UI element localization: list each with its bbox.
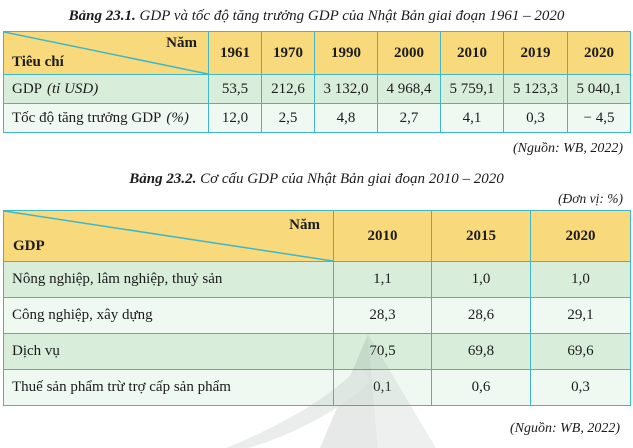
- table1-corner-cell: Năm Tiêu chí: [3, 31, 209, 75]
- table2-title-text: Cơ cấu GDP của Nhật Bản giai đoạn 2010 –…: [196, 171, 504, 187]
- row-label: Thuế sản phẩm trừ trợ cấp sản phẩm: [3, 369, 334, 406]
- table2-row-industry: Công nghiệp, xây dựng 28,3 28,6 29,1: [3, 297, 631, 334]
- diagonal-divider-line: [4, 211, 333, 261]
- cell-value: 212,6: [261, 74, 315, 104]
- cell-value: 2,5: [261, 103, 315, 133]
- table1-header-row: Năm Tiêu chí 1961 1970 1990 2000 2010 20…: [3, 31, 631, 75]
- cell-value: 5 123,3: [503, 74, 568, 104]
- cell-value: − 4,5: [567, 103, 631, 133]
- cell-value: 4,8: [314, 103, 378, 133]
- table2-year-header: 2010: [333, 210, 432, 262]
- cell-value: 4 968,4: [377, 74, 441, 104]
- cell-value: 1,0: [530, 261, 631, 298]
- cell-value: 1,0: [431, 261, 531, 298]
- cell-value: 0,3: [530, 369, 631, 406]
- table1-year-header: 2010: [440, 31, 504, 75]
- table1-title-text: GDP và tốc độ tăng trưởng GDP của Nhật B…: [135, 8, 565, 24]
- cell-value: 28,3: [333, 297, 432, 334]
- cell-value: 3 132,0: [314, 74, 378, 104]
- cell-value: 0,6: [431, 369, 531, 406]
- table2-row-taxes: Thuế sản phẩm trừ trợ cấp sản phẩm 0,1 0…: [3, 369, 631, 406]
- row-label-unit: (tỉ USD): [47, 80, 99, 97]
- corner-label-gdp: GDP: [13, 238, 45, 254]
- table1-year-header: 2019: [503, 31, 568, 75]
- table1-year-header: 1990: [314, 31, 378, 75]
- corner-label-year: Năm: [166, 35, 197, 51]
- corner-label-year: Năm: [289, 217, 320, 233]
- table1-title: Bảng 23.1. GDP và tốc độ tăng trưởng GDP…: [0, 0, 633, 26]
- row-label: Nông nghiệp, lâm nghiệp, thuỷ sản: [3, 261, 334, 298]
- cell-value: 4,1: [440, 103, 504, 133]
- cell-value: 70,5: [333, 333, 432, 370]
- cell-value: 28,6: [431, 297, 531, 334]
- cell-value: 5 759,1: [440, 74, 504, 104]
- table2-corner-cell: Năm GDP: [3, 210, 334, 262]
- table1-source: (Nguồn: WB, 2022): [512, 141, 623, 156]
- table1-year-header: 1970: [261, 31, 315, 75]
- cell-value: 0,3: [503, 103, 568, 133]
- table1-title-number: Bảng 23.1.: [68, 8, 136, 24]
- row-label: GDP (tỉ USD): [3, 74, 209, 104]
- row-label: Công nghiệp, xây dựng: [3, 297, 334, 334]
- table1-year-header: 2020: [567, 31, 631, 75]
- table2-title: Bảng 23.2. Cơ cấu GDP của Nhật Bản giai …: [0, 169, 633, 189]
- table2-unit-note: (Đơn vị: %): [558, 191, 623, 206]
- table1-year-header: 1961: [208, 31, 262, 75]
- cell-value: 53,5: [208, 74, 262, 104]
- corner-label-criteria: Tiêu chí: [12, 54, 64, 70]
- table1-row-gdp: GDP (tỉ USD) 53,5 212,6 3 132,0 4 968,4 5…: [3, 74, 631, 104]
- cell-value: 2,7: [377, 103, 441, 133]
- table1-year-header: 2000: [377, 31, 441, 75]
- cell-value: 5 040,1: [567, 74, 631, 104]
- cell-value: 0,1: [333, 369, 432, 406]
- table2-year-header: 2020: [530, 210, 631, 262]
- table-gdp-and-growth: Năm Tiêu chí 1961 1970 1990 2000 2010 20…: [3, 31, 631, 133]
- cell-value: 1,1: [333, 261, 432, 298]
- table-gdp-structure: Năm GDP 2010 2015 2020 Nông nghiệp, lâm …: [3, 210, 631, 406]
- row-label: Dịch vụ: [3, 333, 334, 370]
- table1-row-growth-rate: Tốc độ tăng trưởng GDP (%) 12,0 2,5 4,8 2…: [3, 103, 631, 133]
- table2-header-row: Năm GDP 2010 2015 2020: [3, 210, 631, 262]
- row-label: Tốc độ tăng trưởng GDP (%): [3, 103, 209, 133]
- table2-row-agriculture: Nông nghiệp, lâm nghiệp, thuỷ sản 1,1 1,…: [3, 261, 631, 298]
- table2-title-number: Bảng 23.2.: [129, 171, 197, 187]
- cell-value: 69,6: [530, 333, 631, 370]
- cell-value: 29,1: [530, 297, 631, 334]
- table2-year-header: 2015: [431, 210, 531, 262]
- diagonal-divider-line: [4, 32, 208, 74]
- cell-value: 12,0: [208, 103, 262, 133]
- table2-row-services: Dịch vụ 70,5 69,8 69,6: [3, 333, 631, 370]
- row-label-unit: (%): [166, 109, 189, 126]
- cell-value: 69,8: [431, 333, 531, 370]
- table2-source: (Nguồn: WB, 2022): [509, 421, 620, 436]
